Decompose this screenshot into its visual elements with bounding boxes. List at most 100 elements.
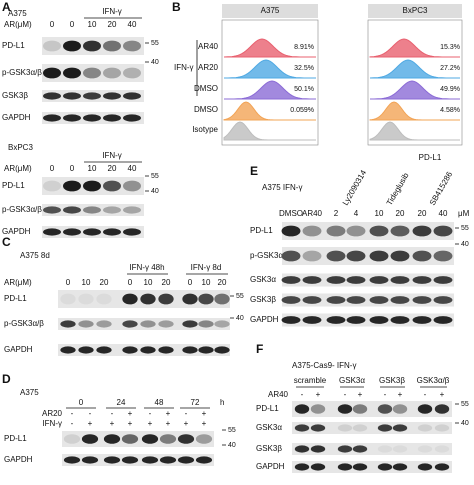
dose: 0	[66, 278, 71, 287]
blot-band	[369, 250, 389, 262]
blot-band	[123, 67, 141, 79]
blot-band	[60, 346, 76, 354]
blot-band	[177, 456, 195, 464]
blot-band	[369, 225, 389, 237]
blot-band	[294, 424, 310, 432]
blot-label: GSK3β	[250, 295, 276, 304]
blot-band	[281, 250, 301, 262]
blot-band	[43, 92, 61, 100]
x-axis-label: PD-L1	[419, 153, 442, 162]
blot-band	[326, 296, 346, 304]
blot-band	[417, 445, 433, 453]
blot-band	[433, 316, 453, 324]
blot-band	[159, 456, 177, 464]
percentage: 32.5%	[294, 65, 314, 72]
blot-band	[141, 434, 159, 444]
blot-label: PD-L1	[4, 294, 27, 303]
marker-label: 40	[236, 315, 244, 322]
treatment: IFN-γ	[102, 7, 122, 16]
histogram	[370, 80, 460, 100]
blot-band	[214, 346, 230, 354]
dose: 0	[70, 20, 75, 29]
blot-band	[43, 114, 61, 122]
blot-band	[81, 434, 99, 444]
blot-band	[433, 296, 453, 304]
group-label: GSK3α/β	[417, 376, 450, 385]
blot-band	[103, 40, 121, 52]
blot-band	[412, 296, 432, 304]
blot-band	[369, 316, 389, 324]
blot-label: PD-L1	[4, 434, 27, 443]
percentage: 0.059%	[290, 107, 314, 114]
marker-label: 40	[461, 420, 469, 427]
blot-band	[390, 316, 410, 324]
blot-band	[310, 445, 326, 453]
dose: 10	[144, 278, 153, 287]
blot-band	[310, 424, 326, 432]
blot-label: GSK3β	[256, 444, 282, 453]
dose: 0	[50, 20, 55, 29]
sign: -	[185, 409, 188, 418]
histogram	[223, 38, 316, 58]
blot-band	[140, 346, 156, 354]
blot-band	[83, 114, 101, 122]
blot-label: PD-L1	[250, 226, 273, 235]
blot-band	[390, 296, 410, 304]
blot-band	[123, 228, 141, 236]
blot-band	[81, 456, 99, 464]
sign: -	[71, 409, 74, 418]
dose: 0	[188, 278, 193, 287]
blot-band	[337, 445, 353, 453]
group-label: GSK3β	[379, 376, 405, 385]
panel-label: E	[250, 164, 258, 178]
blot-band	[377, 463, 393, 471]
inhibitor: SB415286	[428, 170, 455, 207]
lane-label: 10	[375, 209, 384, 218]
histogram	[223, 121, 316, 141]
blot-band	[83, 92, 101, 100]
blot-band	[63, 228, 81, 236]
dose: 10	[88, 164, 97, 173]
panel-title: A375 8d	[20, 251, 50, 260]
marker-label: 40	[151, 188, 159, 195]
blot-band	[123, 206, 141, 214]
blot-band	[302, 296, 322, 304]
row-label: AR20	[42, 409, 63, 418]
blot-band	[433, 276, 453, 284]
blot-strip	[282, 273, 454, 287]
sign: +	[398, 390, 403, 399]
percentage: 4.58%	[440, 107, 460, 114]
blot-band	[43, 228, 61, 236]
histogram	[223, 101, 316, 121]
dose: 20	[218, 278, 227, 287]
blot-band	[412, 276, 432, 284]
time: 48	[155, 398, 164, 407]
blot-band	[281, 296, 301, 304]
blot-band	[43, 40, 61, 52]
blot-band	[60, 320, 76, 328]
panel-title: A375	[20, 388, 39, 397]
sign: -	[301, 390, 304, 399]
blot-band	[63, 456, 81, 464]
blot-label: p-GSK3α/β	[2, 68, 42, 77]
sign: +	[128, 409, 133, 418]
dose: 0	[128, 278, 133, 287]
blot-band	[83, 228, 101, 236]
blot-band	[177, 434, 195, 444]
blot-band	[302, 276, 322, 284]
marker-label: 55	[228, 427, 236, 434]
lane-label: AR40	[302, 209, 323, 218]
blot-band	[63, 434, 81, 444]
blot-band	[281, 225, 301, 237]
blot-band	[390, 276, 410, 284]
blot-band	[310, 463, 326, 471]
percentage: 50.1%	[294, 86, 314, 93]
blot-label: PD-L1	[2, 41, 25, 50]
blot-band	[182, 346, 198, 354]
dose: 0	[70, 164, 75, 173]
panel-title: A375-Cas9- IFN-γ	[292, 361, 356, 370]
blot-band	[346, 225, 366, 237]
blot-band	[83, 206, 101, 214]
blot-strip	[292, 461, 452, 473]
